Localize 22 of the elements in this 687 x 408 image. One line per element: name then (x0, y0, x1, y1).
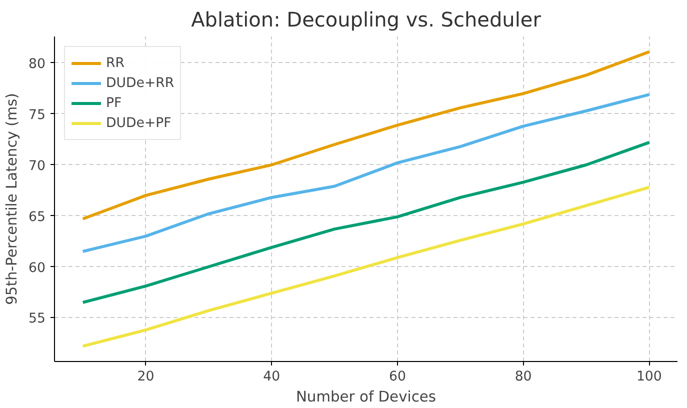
line-series (81, 140, 651, 304)
y-tick-label: 75 (28, 108, 46, 123)
y-tick-label: 70 (28, 158, 46, 174)
x-tick-label: 100 (636, 370, 662, 384)
line-series (81, 50, 651, 220)
legend-label: RR (106, 56, 126, 70)
legend-label: PF (106, 96, 123, 110)
x-tick-label: 60 (388, 370, 406, 384)
y-tick-label: 60 (28, 260, 46, 276)
legend-label: DUDe+RR (106, 76, 174, 90)
y-tick-label: 80 (28, 56, 46, 72)
legend-label: DUDe+PF (106, 116, 172, 130)
y-axis-title: 95th-Percentile Latency (ms) (4, 93, 21, 305)
x-tick-label: 80 (514, 370, 532, 384)
line-series (81, 93, 651, 253)
y-tick-label: 55 (28, 312, 46, 327)
x-tick-label: 40 (263, 370, 280, 384)
x-tick-label: 20 (137, 370, 154, 384)
x-axis-title: Number of Devices (296, 388, 436, 406)
chart-title: Ablation: Decoupling vs. Scheduler (191, 8, 542, 32)
y-tick-label: 65 (28, 210, 46, 225)
line-series (81, 186, 651, 348)
